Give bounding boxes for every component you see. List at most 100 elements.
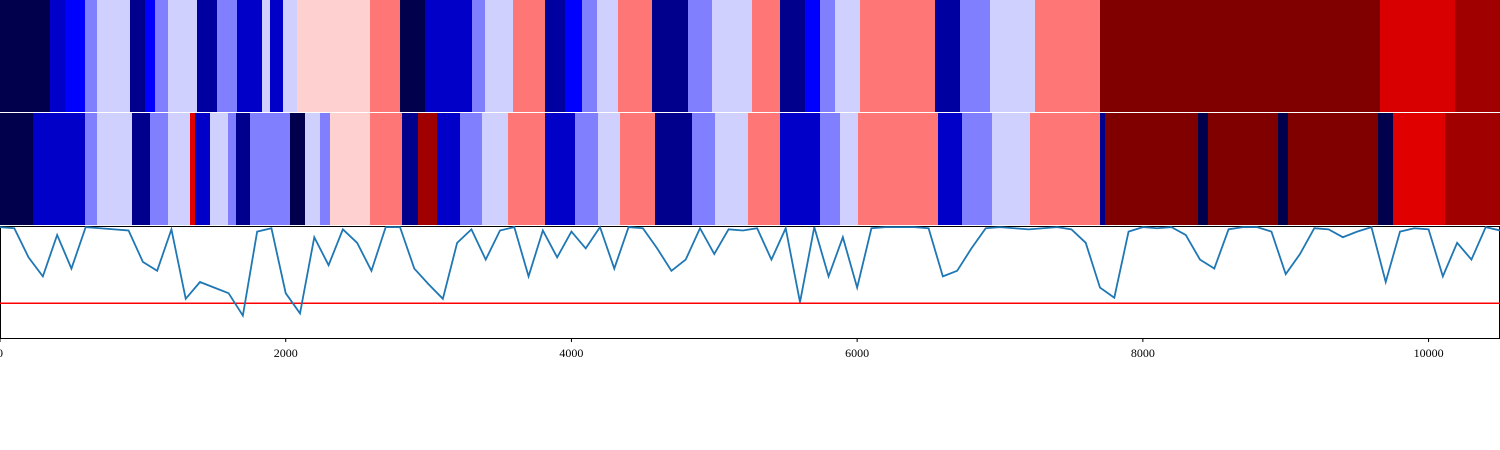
segment xyxy=(0,0,51,112)
segment xyxy=(618,0,653,112)
segment xyxy=(270,0,284,112)
x-tick-label: 4000 xyxy=(559,346,583,360)
segment xyxy=(1288,113,1379,225)
segment xyxy=(236,113,251,225)
segment xyxy=(712,0,753,112)
segment xyxy=(752,0,781,112)
segment xyxy=(1378,113,1394,225)
x-tick-label: 2000 xyxy=(274,346,298,360)
segment xyxy=(168,0,198,112)
segment xyxy=(97,113,133,225)
segment xyxy=(1455,0,1500,112)
segment xyxy=(1393,113,1446,225)
data-line xyxy=(0,225,1500,319)
segment xyxy=(297,0,371,112)
x-tick-label: 8000 xyxy=(1131,346,1155,360)
segment xyxy=(935,0,961,112)
segment xyxy=(330,113,371,225)
x-tick-label: 6000 xyxy=(845,346,869,360)
segment xyxy=(992,113,1031,225)
segment xyxy=(472,0,486,112)
segment xyxy=(370,113,403,225)
segment xyxy=(860,0,936,112)
segment xyxy=(418,113,438,225)
segment xyxy=(150,113,169,225)
segment xyxy=(50,0,66,112)
segment xyxy=(1380,0,1456,112)
segment xyxy=(237,0,263,112)
segment xyxy=(820,0,836,112)
segment xyxy=(1100,113,1106,225)
segment xyxy=(715,113,749,225)
segment xyxy=(598,113,621,225)
segment xyxy=(132,113,151,225)
segment xyxy=(780,113,821,225)
segment xyxy=(1198,113,1209,225)
segment xyxy=(575,113,599,225)
segment xyxy=(1445,113,1500,225)
segment xyxy=(155,0,169,112)
segment xyxy=(565,0,583,112)
segment xyxy=(290,113,306,225)
segment xyxy=(820,113,841,225)
segment xyxy=(545,113,576,225)
segment xyxy=(858,113,939,225)
segment xyxy=(485,0,514,112)
segment xyxy=(1100,0,1381,112)
segment xyxy=(1208,113,1279,225)
segment xyxy=(197,0,218,112)
segment xyxy=(835,0,861,112)
segment xyxy=(1278,113,1289,225)
x-tick-label: 10000 xyxy=(1414,346,1444,360)
segment xyxy=(250,113,291,225)
segment xyxy=(190,113,196,225)
segment xyxy=(217,0,238,112)
segment xyxy=(145,0,156,112)
segment xyxy=(513,0,546,112)
segment xyxy=(692,113,716,225)
segment xyxy=(262,0,271,112)
segment xyxy=(990,0,1036,112)
segment xyxy=(620,113,656,225)
segment xyxy=(210,113,229,225)
segment xyxy=(805,0,821,112)
segment xyxy=(960,0,991,112)
segment xyxy=(400,0,426,112)
segment xyxy=(748,113,781,225)
segment xyxy=(962,113,993,225)
segment xyxy=(597,0,619,112)
segment xyxy=(370,0,401,112)
segment xyxy=(840,113,859,225)
segment xyxy=(228,113,237,225)
segment xyxy=(305,113,321,225)
segment xyxy=(1105,113,1199,225)
segment xyxy=(688,0,713,112)
segment xyxy=(425,0,473,112)
segment xyxy=(85,113,98,225)
segment xyxy=(1035,0,1101,112)
segment xyxy=(0,113,34,225)
segment xyxy=(652,0,689,112)
segment xyxy=(655,113,693,225)
segment xyxy=(437,113,461,225)
segment xyxy=(545,0,566,112)
segment xyxy=(402,113,419,225)
segment xyxy=(168,113,191,225)
segment xyxy=(283,0,298,112)
segment xyxy=(482,113,509,225)
segment xyxy=(508,113,546,225)
segment xyxy=(320,113,331,225)
segment xyxy=(780,0,806,112)
x-tick-label: 0 xyxy=(0,346,3,360)
segment xyxy=(65,0,86,112)
segment xyxy=(938,113,963,225)
segment xyxy=(195,113,211,225)
segment xyxy=(582,0,598,112)
segment xyxy=(130,0,146,112)
segment xyxy=(97,0,131,112)
segment xyxy=(85,0,98,112)
segment xyxy=(33,113,86,225)
segment xyxy=(460,113,483,225)
